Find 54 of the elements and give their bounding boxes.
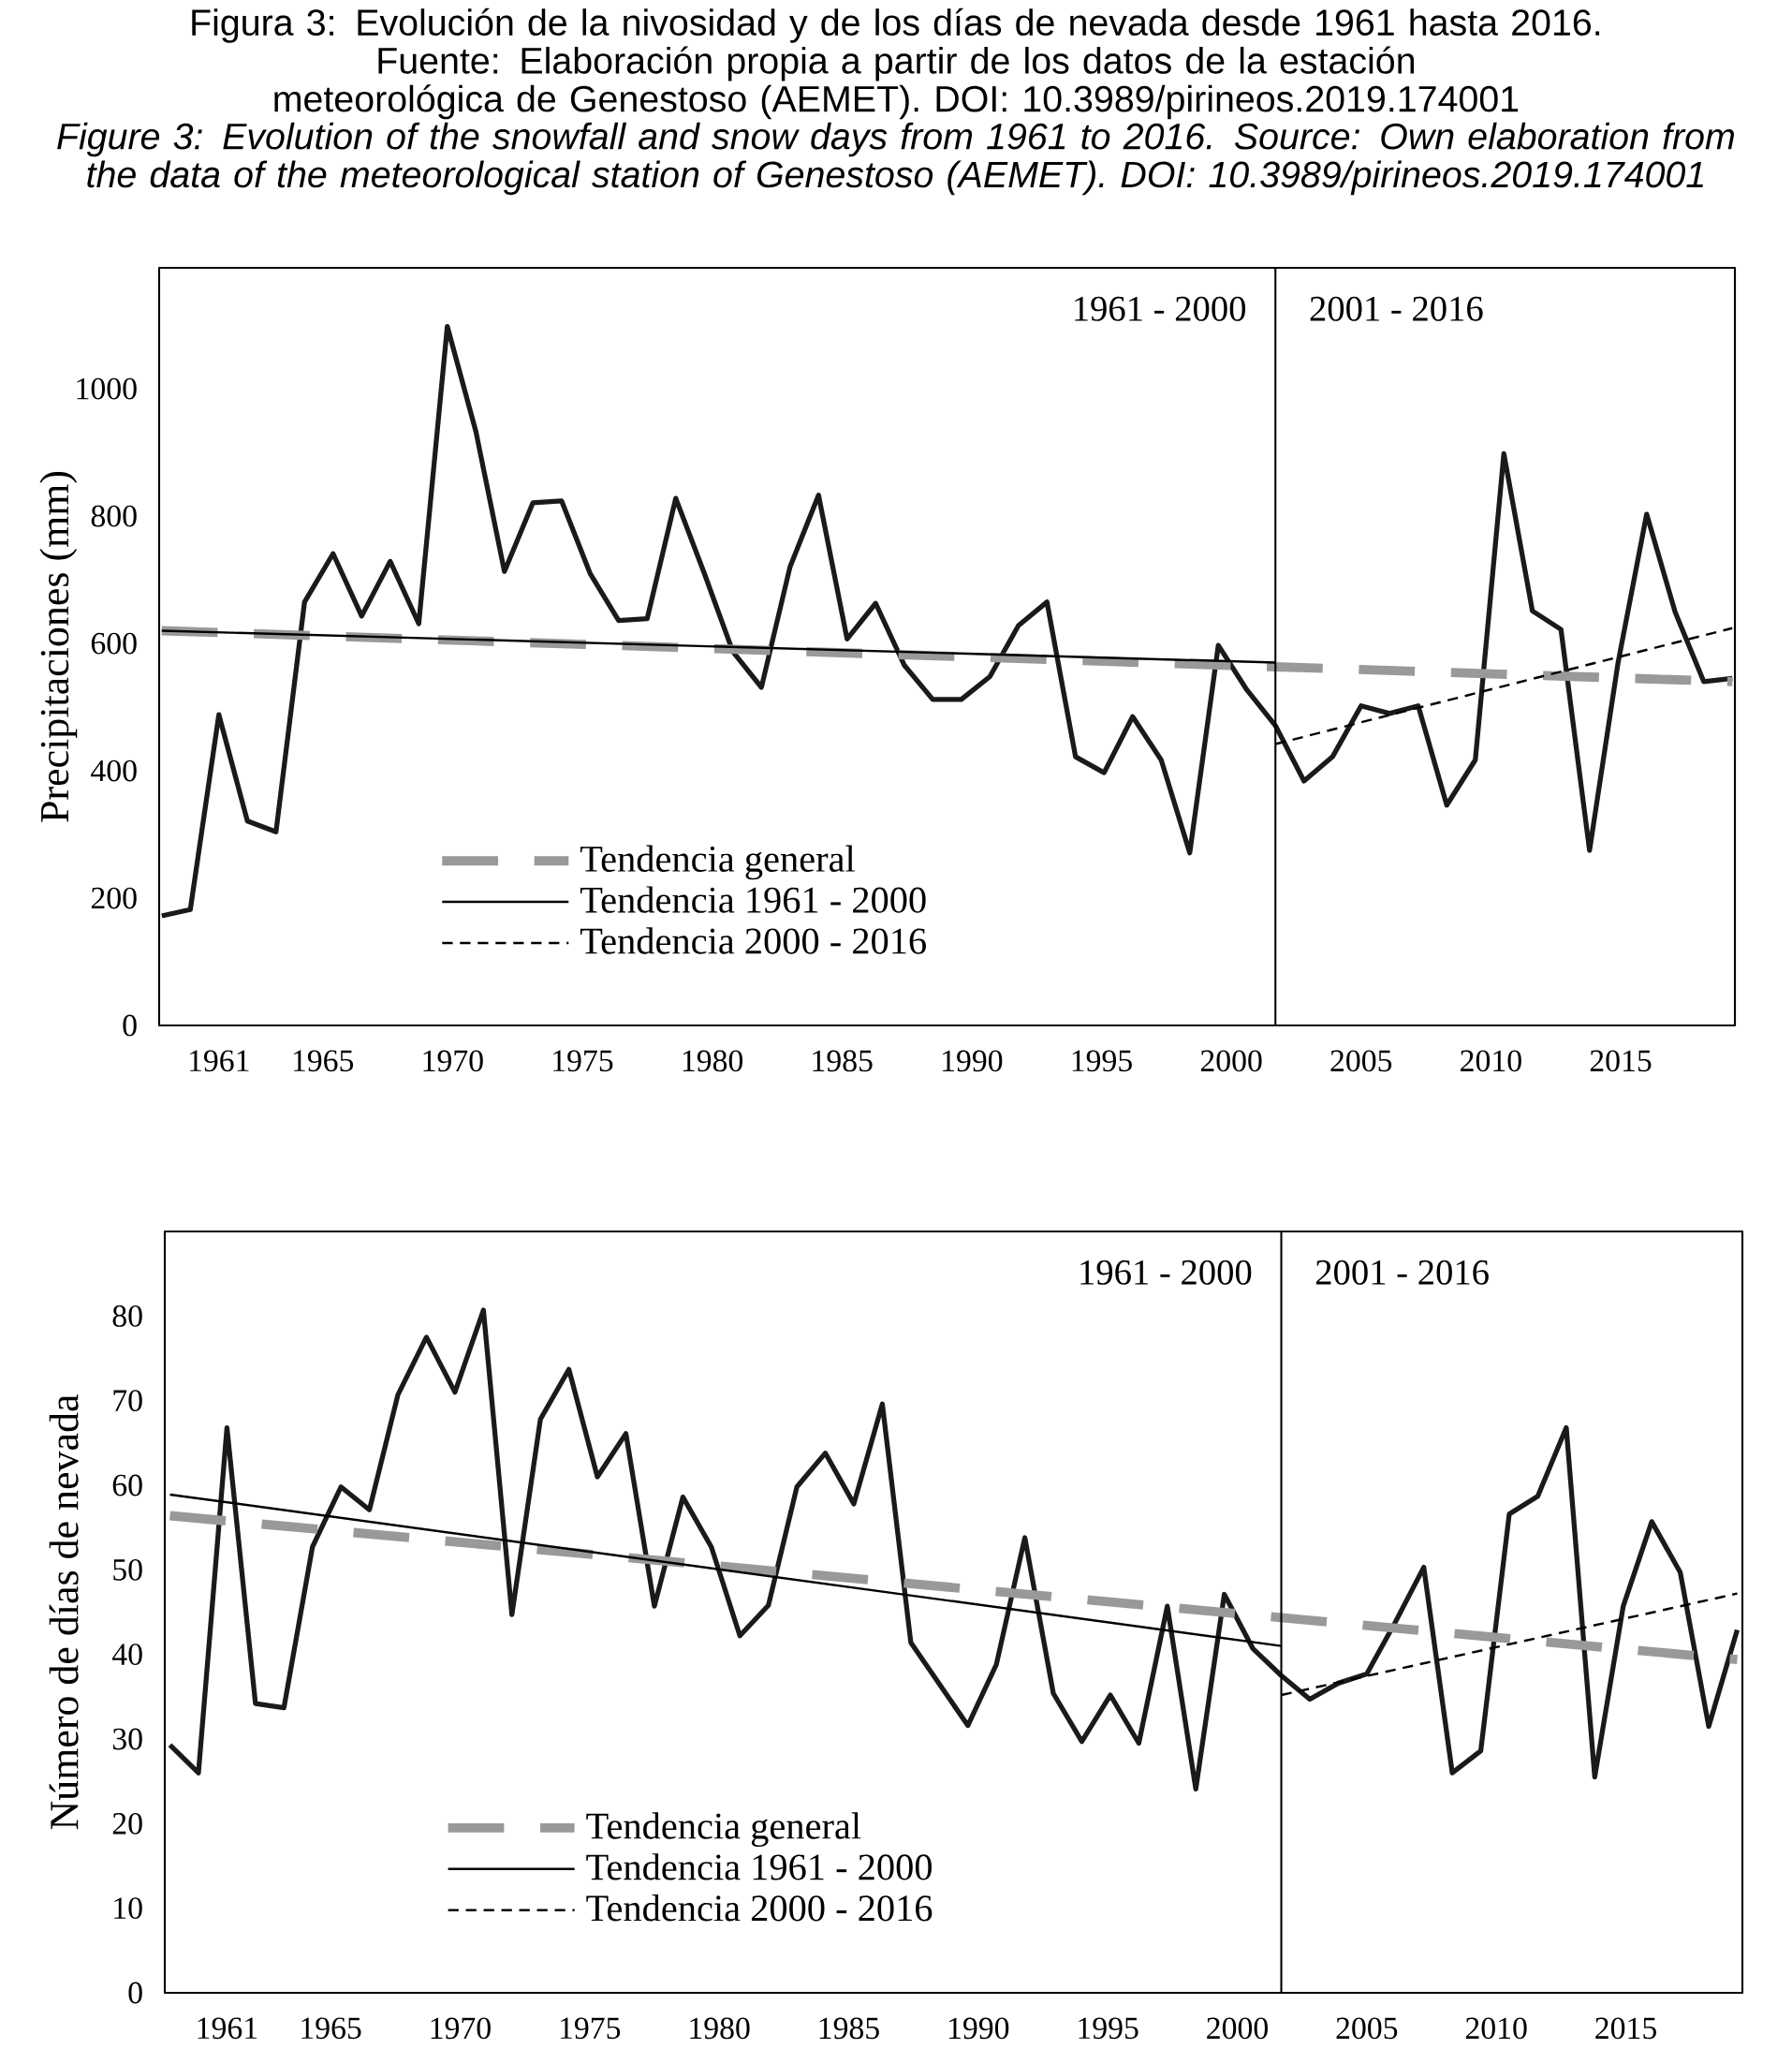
x-tick-label: 1975 [553,1050,613,1072]
legend-label: Tendencia general [580,845,855,880]
x-tick-label: 1990 [943,1050,1003,1072]
x-tick-label: 2005 [1330,1050,1392,1072]
y-tick-label: 200 [91,887,137,909]
y-tick-label: 800 [91,505,137,527]
x-tick-label: 1975 [561,2017,621,2040]
x-tick-label: 2015 [1590,1050,1652,1072]
x-tick-label: 2010 [1461,1050,1521,1072]
legend-label: Tendencia 1961 - 2000 [586,1853,932,1880]
x-tick-label: 1961 [190,1050,249,1072]
x-tick-label: 1985 [819,2017,879,2040]
x-tick-label: 1965 [301,2017,361,2040]
x-tick-label: 1961 [198,2017,257,2040]
x-tick-label: 1970 [423,1050,483,1072]
x-tick-label: 2010 [1465,2017,1527,2040]
chart-title: Figura 3: Evolución de la nivosidad y de los días de nevada desde 1961 hasta 2016. [192,7,1600,43]
caption: Figure 3: Evolution of the snowfall and snow days from 1961 to 2016. Source: Own elaboration from the data of the meteorological station of Genestoso (AEMET). DOI: 10.3989/pirineos.2019.174001 [57,122,1734,196]
y-axis-title: Número de días de nevada [49,1394,79,1830]
annotation: 2001 - 2016 [1310,296,1483,321]
y-axis-title: Precipitaciones (mm) [39,471,78,822]
annotation: 1961 - 2000 [1080,1260,1252,1285]
y-tick-label: 1000 [77,377,137,400]
y-tick-label: 400 [91,759,137,782]
x-tick-label: 2000 [1200,1050,1262,1072]
x-tick-label: 1995 [1079,2017,1138,2040]
y-tick-label: 0 [128,1982,142,2004]
y-tick-label: 600 [91,632,137,655]
annotation: 1961 - 2000 [1075,296,1246,321]
x-tick-label: 1970 [431,2017,491,2040]
x-tick-label: 1985 [813,1050,873,1072]
legend-label: Tendencia 1961 - 2000 [580,886,926,913]
y-tick-label: 30 [112,1728,142,1750]
y-tick-label: 20 [112,1812,142,1835]
y-tick-label: 70 [113,1390,142,1412]
x-tick-label: 1990 [949,2017,1009,2040]
y-tick-label: 40 [111,1644,142,1666]
x-tick-label: 2005 [1336,2017,1398,2040]
x-tick-label: 1995 [1072,1050,1132,1072]
x-tick-label: 2000 [1207,2017,1268,2040]
legend-label: Tendencia 2000 - 2016 [586,1894,933,1922]
y-tick-label: 50 [113,1558,142,1581]
chart-subtitle: Fuente: Elaboración propia a partir de los datos de la estación meteorológica de Genestoso (AEMET). DOI: 10.3989/pirineos.2019.174001 [274,46,1519,120]
x-tick-label: 1980 [690,2017,750,2040]
legend-label: Tendencia 2000 - 2016 [580,927,926,954]
x-tick-label: 1980 [683,1050,743,1072]
x-tick-label: 1965 [293,1050,354,1072]
legend-label: Tendencia general [586,1812,861,1848]
x-tick-label: 2015 [1595,2017,1656,2040]
annotation: 2001 - 2016 [1315,1260,1489,1285]
y-tick-label: 0 [123,1014,137,1037]
y-tick-label: 10 [114,1897,142,1920]
y-tick-label: 80 [112,1305,142,1327]
y-tick-label: 60 [112,1474,142,1496]
